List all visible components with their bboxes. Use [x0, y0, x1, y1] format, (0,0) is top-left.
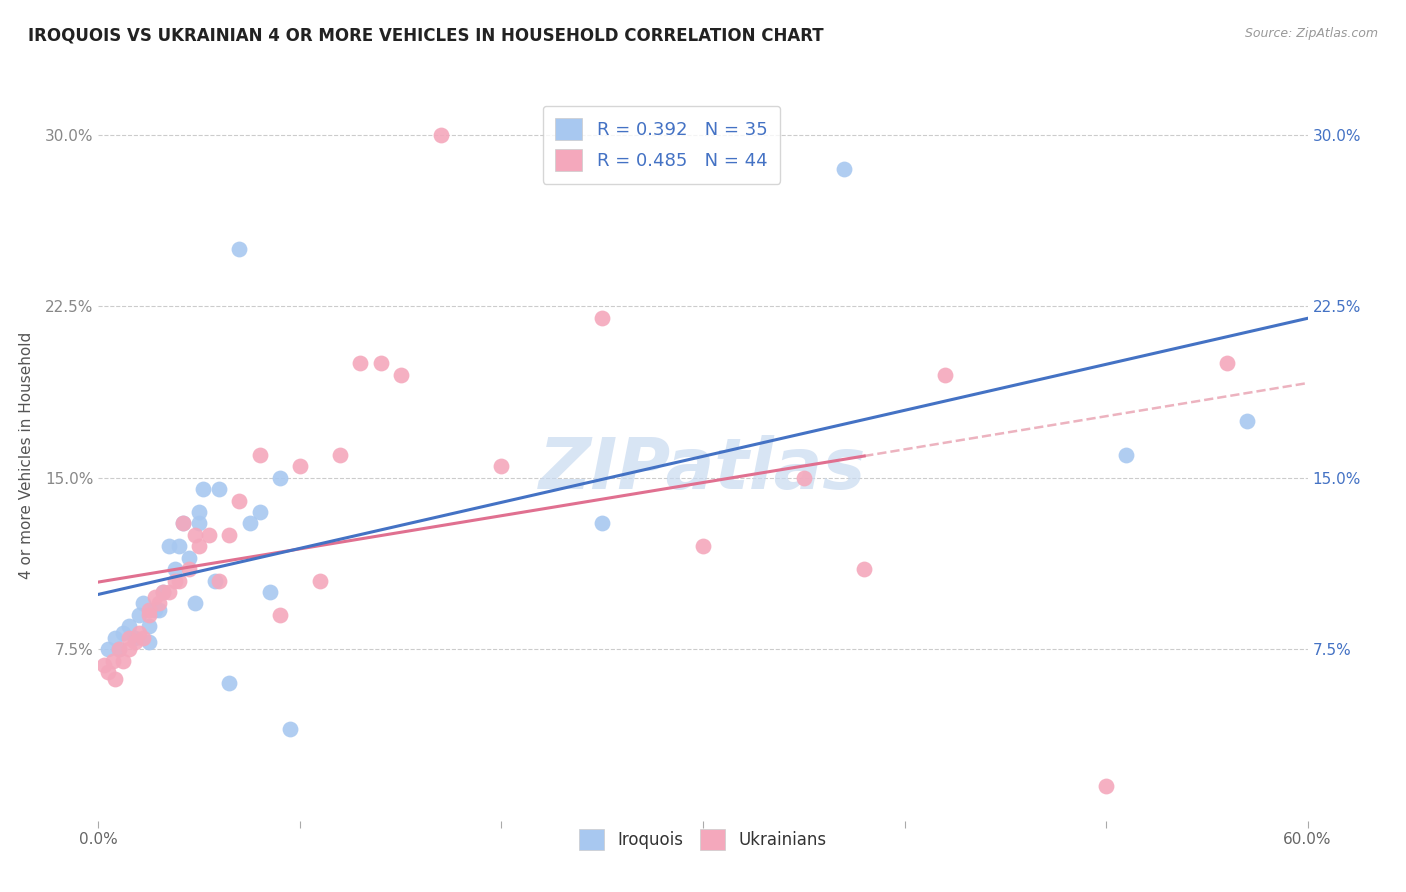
- Point: [179, 550, 201, 565]
- Point: [111, 626, 134, 640]
- Point: [172, 516, 194, 531]
- Point: [1216, 356, 1239, 371]
- Point: [111, 654, 134, 668]
- Point: [184, 597, 207, 611]
- Point: [329, 448, 352, 462]
- Point: [118, 642, 141, 657]
- Point: [228, 242, 250, 256]
- Point: [118, 619, 141, 633]
- Point: [288, 459, 311, 474]
- Legend: Iroquois, Ukrainians: Iroquois, Ukrainians: [572, 822, 834, 856]
- Point: [832, 162, 855, 177]
- Point: [138, 619, 160, 633]
- Point: [591, 516, 613, 531]
- Point: [309, 574, 332, 588]
- Point: [278, 723, 301, 737]
- Point: [193, 482, 215, 496]
- Point: [148, 597, 170, 611]
- Point: [934, 368, 956, 382]
- Point: [97, 642, 120, 657]
- Point: [124, 635, 146, 649]
- Point: [152, 585, 174, 599]
- Point: [152, 585, 174, 599]
- Point: [188, 516, 211, 531]
- Point: [163, 574, 186, 588]
- Point: [143, 603, 166, 617]
- Point: [204, 574, 226, 588]
- Text: Source: ZipAtlas.com: Source: ZipAtlas.com: [1244, 27, 1378, 40]
- Point: [107, 642, 129, 657]
- Point: [107, 642, 129, 657]
- Point: [124, 631, 146, 645]
- Point: [188, 539, 211, 553]
- Point: [103, 672, 125, 686]
- Point: [239, 516, 262, 531]
- Point: [269, 607, 291, 622]
- Point: [138, 635, 160, 649]
- Point: [208, 482, 231, 496]
- Point: [143, 590, 166, 604]
- Point: [793, 471, 815, 485]
- Point: [591, 310, 613, 325]
- Point: [208, 574, 231, 588]
- Point: [853, 562, 876, 576]
- Point: [430, 128, 453, 142]
- Point: [138, 603, 160, 617]
- Point: [349, 356, 371, 371]
- Point: [249, 505, 271, 519]
- Point: [157, 539, 180, 553]
- Point: [167, 539, 190, 553]
- Point: [269, 471, 291, 485]
- Point: [692, 539, 714, 553]
- Point: [132, 597, 155, 611]
- Point: [218, 676, 240, 690]
- Point: [163, 562, 186, 576]
- Point: [157, 585, 180, 599]
- Point: [1115, 448, 1137, 462]
- Point: [1095, 780, 1118, 794]
- Point: [1236, 414, 1258, 428]
- Point: [118, 631, 141, 645]
- Point: [249, 448, 271, 462]
- Text: ZIPatlas: ZIPatlas: [540, 435, 866, 504]
- Point: [103, 631, 125, 645]
- Point: [228, 493, 250, 508]
- Point: [259, 585, 281, 599]
- Point: [97, 665, 120, 679]
- Point: [179, 562, 201, 576]
- Y-axis label: 4 or more Vehicles in Household: 4 or more Vehicles in Household: [18, 331, 34, 579]
- Point: [128, 626, 150, 640]
- Point: [101, 654, 124, 668]
- Point: [148, 603, 170, 617]
- Point: [389, 368, 412, 382]
- Point: [93, 658, 115, 673]
- Text: IROQUOIS VS UKRAINIAN 4 OR MORE VEHICLES IN HOUSEHOLD CORRELATION CHART: IROQUOIS VS UKRAINIAN 4 OR MORE VEHICLES…: [28, 27, 824, 45]
- Point: [132, 631, 155, 645]
- Point: [184, 528, 207, 542]
- Point: [138, 607, 160, 622]
- Point: [491, 459, 513, 474]
- Point: [172, 516, 194, 531]
- Point: [198, 528, 221, 542]
- Point: [128, 607, 150, 622]
- Point: [218, 528, 240, 542]
- Point: [167, 574, 190, 588]
- Point: [188, 505, 211, 519]
- Point: [370, 356, 392, 371]
